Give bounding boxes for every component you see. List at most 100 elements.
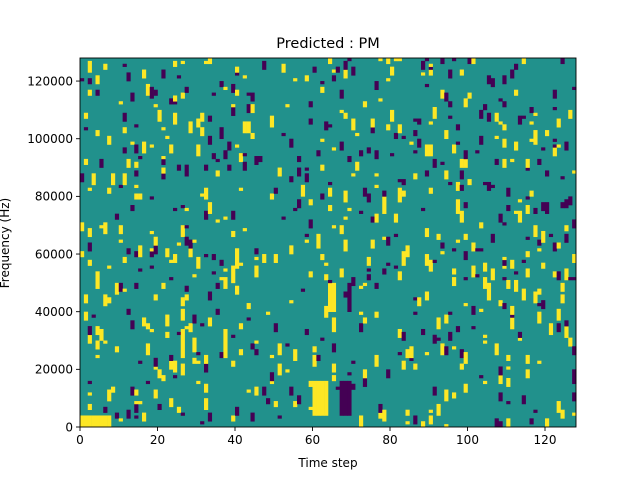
heatmap-cell xyxy=(343,69,348,79)
heatmap-cell xyxy=(250,92,255,102)
heatmap-cell xyxy=(219,352,224,359)
heatmap-cell xyxy=(149,328,154,333)
heatmap-cell xyxy=(397,179,402,183)
heatmap-cell xyxy=(498,366,503,376)
heatmap-cell xyxy=(254,265,259,278)
heatmap-cell xyxy=(242,153,247,157)
heatmap-cell xyxy=(452,248,457,252)
heatmap-cell xyxy=(293,207,298,212)
heatmap-cell xyxy=(432,107,437,119)
heatmap-cell xyxy=(304,328,309,336)
heatmap-cell xyxy=(103,294,108,307)
heatmap-cell xyxy=(308,101,313,108)
heatmap-cell xyxy=(424,291,430,301)
heatmap-cell xyxy=(552,271,557,278)
heatmap-cell xyxy=(122,256,127,263)
heatmap-cell xyxy=(297,395,302,405)
heatmap-cell xyxy=(180,308,185,321)
heatmap-cell xyxy=(560,202,565,209)
heatmap-cell xyxy=(161,167,166,174)
heatmap-cell xyxy=(277,167,282,177)
heatmap-cell xyxy=(401,135,406,140)
heatmap-cell xyxy=(560,58,565,65)
heatmap-cell xyxy=(552,147,557,157)
heatmap-cell xyxy=(486,181,492,191)
heatmap-cell xyxy=(436,233,441,240)
heatmap-cell xyxy=(246,303,251,310)
heatmap-cell xyxy=(428,259,433,272)
heatmap-cell xyxy=(262,60,267,70)
heatmap-cell xyxy=(328,181,333,186)
heatmap-cell xyxy=(254,256,259,261)
heatmap-cell xyxy=(134,415,139,419)
heatmap-cell xyxy=(95,271,100,289)
heatmap-cell xyxy=(494,343,499,356)
heatmap-cell xyxy=(494,418,499,428)
heatmap-cell xyxy=(444,424,449,428)
heatmap-cell xyxy=(254,156,259,165)
heatmap-cell xyxy=(556,271,561,281)
heatmap-cell xyxy=(134,161,139,168)
heatmap-cell xyxy=(506,205,511,212)
heatmap-cell xyxy=(180,328,185,359)
heatmap-cell xyxy=(134,170,139,177)
heatmap-cell xyxy=(386,124,391,131)
heatmap-cell xyxy=(87,403,92,411)
heatmap-cell xyxy=(537,158,542,165)
heatmap-cell xyxy=(246,389,251,393)
heatmap-cell xyxy=(87,60,92,73)
heatmap-cell xyxy=(169,398,174,408)
heatmap-cell xyxy=(339,141,344,151)
heatmap-cell xyxy=(409,346,414,359)
heatmap-cell xyxy=(413,118,418,122)
heatmap-cell xyxy=(324,121,329,131)
heatmap-cell xyxy=(320,337,325,341)
heatmap-cell xyxy=(556,118,561,128)
heatmap-cell xyxy=(471,265,476,278)
heatmap-cell xyxy=(382,196,387,214)
heatmap-cell xyxy=(370,118,375,128)
heatmap-cell xyxy=(153,104,158,108)
heatmap-cell xyxy=(556,308,561,321)
heatmap-cell xyxy=(417,118,422,125)
x-tick-label: 20 xyxy=(150,433,165,447)
heatmap-cell xyxy=(545,418,550,428)
heatmap-cell xyxy=(552,144,557,148)
heatmap-cell xyxy=(161,173,166,180)
heatmap-cell xyxy=(471,58,476,65)
heatmap-cell xyxy=(184,164,189,177)
heatmap-cell xyxy=(289,300,294,304)
heatmap-cell xyxy=(293,349,298,361)
heatmap-cell xyxy=(262,254,267,263)
heatmap-cell xyxy=(506,418,511,428)
x-tick-label: 100 xyxy=(456,433,479,447)
heatmap-cell xyxy=(145,83,151,96)
heatmap-cell xyxy=(490,184,495,189)
heatmap-cell xyxy=(134,403,139,413)
heatmap-cell xyxy=(165,331,170,338)
x-tick-label: 0 xyxy=(76,433,84,447)
heatmap-cell xyxy=(281,216,286,220)
heatmap-cell xyxy=(525,251,530,258)
heatmap-cell xyxy=(560,294,565,304)
heatmap-cell xyxy=(99,415,104,428)
heatmap-cell xyxy=(533,225,538,238)
heatmap-cell xyxy=(207,58,213,65)
heatmap-cell xyxy=(320,86,325,93)
heatmap-cell xyxy=(91,415,96,428)
heatmap-cell xyxy=(118,418,123,422)
heatmap-cell xyxy=(331,375,337,382)
heatmap-cell xyxy=(204,60,209,65)
heatmap-cell xyxy=(366,274,371,281)
heatmap-cell xyxy=(479,375,484,379)
heatmap-cell xyxy=(238,262,244,266)
heatmap-cell xyxy=(401,251,406,266)
heatmap-cell xyxy=(421,72,426,76)
heatmap-cell xyxy=(405,421,410,425)
heatmap-cell xyxy=(266,311,271,315)
heatmap-cell xyxy=(149,251,154,258)
heatmap-cell xyxy=(149,196,154,200)
heatmap-cell xyxy=(521,115,526,119)
heatmap-cell xyxy=(207,291,213,301)
heatmap-cell xyxy=(421,60,426,70)
